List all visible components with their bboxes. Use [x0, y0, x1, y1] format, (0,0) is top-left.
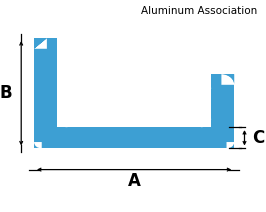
- Wedge shape: [34, 38, 47, 49]
- Wedge shape: [57, 119, 67, 127]
- Wedge shape: [221, 74, 234, 85]
- Text: C: C: [252, 129, 265, 147]
- Polygon shape: [34, 38, 234, 148]
- Wedge shape: [34, 142, 42, 148]
- Polygon shape: [34, 38, 47, 49]
- Text: A: A: [128, 172, 140, 190]
- Wedge shape: [57, 38, 75, 53]
- Wedge shape: [227, 142, 234, 148]
- Text: B: B: [0, 84, 12, 102]
- Wedge shape: [201, 119, 211, 127]
- Wedge shape: [193, 74, 211, 89]
- Text: Aluminum Association: Aluminum Association: [141, 6, 257, 16]
- Polygon shape: [221, 74, 234, 85]
